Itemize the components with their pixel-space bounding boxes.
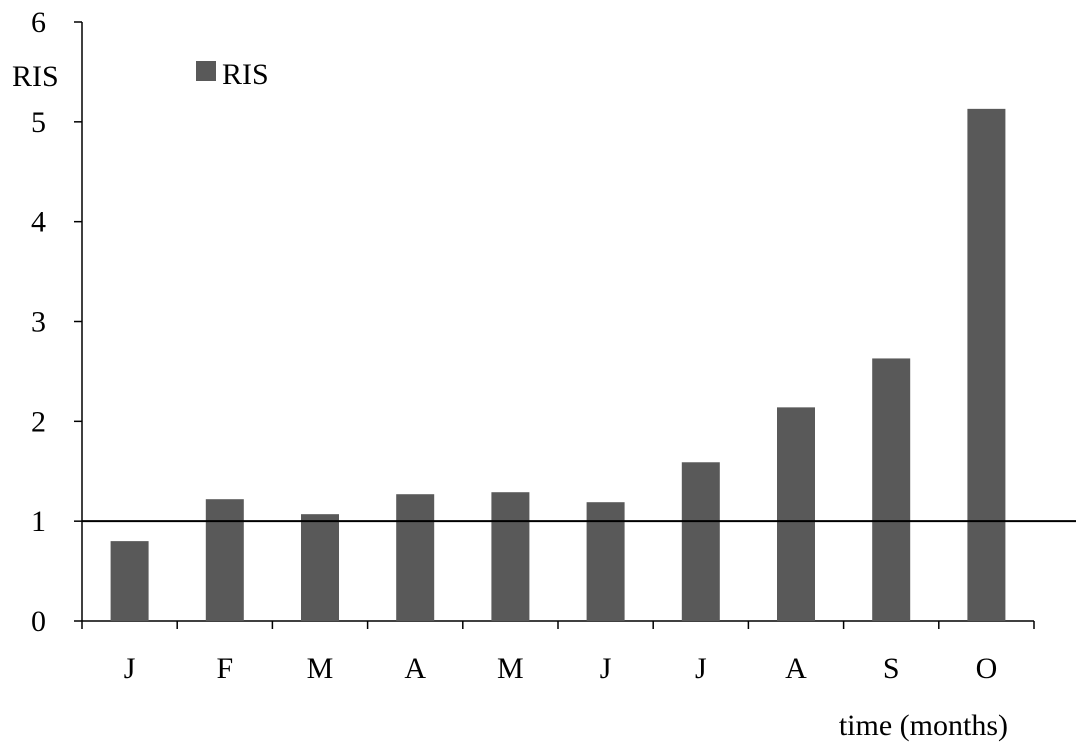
x-tick-label: O (976, 652, 998, 685)
legend-swatch (196, 61, 216, 81)
y-ticks: 0 1 2 3 4 5 6 (31, 6, 82, 638)
x-tick-label: M (307, 652, 334, 685)
bar (967, 108, 1006, 622)
bar (396, 494, 435, 621)
bar (777, 407, 815, 621)
y-tick-label: 2 (31, 405, 46, 438)
x-tick-label: A (404, 652, 426, 685)
y-tick-label: 5 (31, 106, 46, 139)
bar (205, 499, 244, 621)
bars (110, 108, 1006, 622)
x-axis-title: time (months) (839, 709, 1008, 742)
x-tick-label: J (600, 652, 612, 685)
y-axis-title: RIS (12, 60, 59, 93)
bar (301, 514, 339, 621)
x-tick-label: J (124, 652, 136, 685)
bar (586, 502, 625, 621)
x-tick-label: M (497, 652, 524, 685)
y-tick-label: 0 (31, 605, 46, 638)
x-tick-label: S (883, 652, 900, 685)
x-tick-label: F (216, 652, 233, 685)
x-tick-label: A (785, 652, 807, 685)
y-tick-label: 4 (31, 206, 46, 239)
legend-label: RIS (222, 58, 269, 91)
bar (872, 358, 911, 621)
legend: RIS (196, 58, 269, 91)
bar (681, 462, 720, 621)
bar (491, 492, 530, 621)
bar (110, 541, 149, 621)
y-tick-label: 1 (31, 505, 46, 538)
y-tick-label: 6 (31, 6, 46, 39)
x-tick-label: J (695, 652, 707, 685)
y-tick-label: 3 (31, 306, 46, 339)
